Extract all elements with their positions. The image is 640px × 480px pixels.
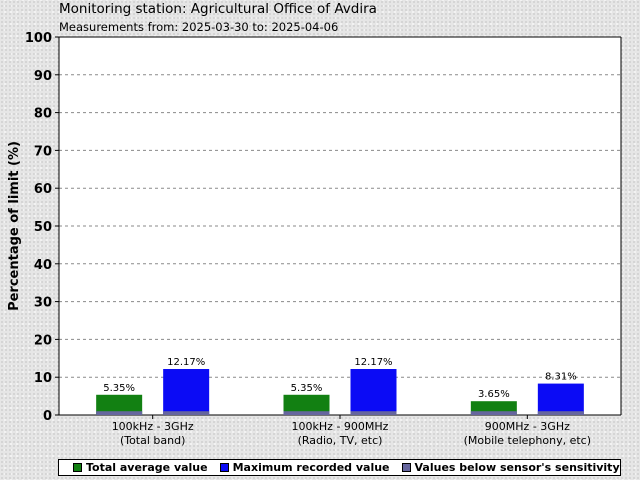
maximum-bar — [163, 368, 210, 415]
y-tick-label: 30 — [34, 296, 52, 311]
legend-swatch-below-sensitivity — [401, 463, 411, 472]
legend-label-average: Total average value — [86, 461, 208, 474]
legend-label-maximum: Maximum recorded value — [232, 461, 390, 474]
maximum-bar — [350, 368, 397, 415]
sensitivity-band — [96, 411, 143, 415]
sensitivity-band — [163, 411, 210, 415]
legend-item-below-sensitivity: Values below sensor's sensitivity — [401, 461, 620, 474]
y-axis-label: Percentage of limit (%) — [7, 141, 22, 311]
data-label: 5.35% — [291, 383, 323, 394]
y-tick-label: 50 — [34, 220, 52, 235]
legend-item-average: Total average value — [73, 461, 208, 474]
chart-subtitle: Measurements from: 2025-03-30 to: 2025-0… — [59, 20, 339, 34]
data-label: 12.17% — [354, 357, 392, 368]
sensitivity-band — [283, 411, 330, 415]
y-tick-label: 100 — [25, 31, 52, 46]
y-tick-label: 10 — [34, 371, 52, 386]
y-tick-label: 60 — [34, 182, 52, 197]
maximum-bar — [537, 383, 584, 415]
category-sublabel: (Radio, TV, etc) — [298, 434, 383, 447]
legend-swatch-maximum — [219, 463, 229, 472]
data-label: 12.17% — [167, 357, 205, 368]
category-sublabel: (Total band) — [120, 434, 185, 447]
legend-label-below-sensitivity: Values below sensor's sensitivity — [414, 461, 620, 474]
y-tick-label: 0 — [43, 409, 52, 424]
category-label: 900MHz - 3GHz — [485, 420, 570, 433]
sensitivity-band — [470, 411, 517, 415]
legend: Total average value Maximum recorded val… — [58, 459, 621, 476]
category-sublabel: (Mobile telephony, etc) — [464, 434, 591, 447]
data-label: 8.31% — [545, 372, 577, 383]
y-tick-label: 70 — [34, 144, 52, 159]
y-tick-label: 80 — [34, 107, 52, 122]
y-tick-label: 20 — [34, 333, 52, 348]
y-tick-label: 90 — [34, 69, 52, 84]
legend-swatch-average — [73, 463, 82, 472]
y-tick-label: 40 — [34, 258, 52, 273]
sensitivity-band — [350, 411, 397, 415]
category-label: 100kHz - 900MHz — [292, 420, 389, 433]
chart-title: Monitoring station: Agricultural Office … — [59, 1, 377, 17]
category-label: 100kHz - 3GHz — [112, 420, 194, 433]
average-bar — [96, 394, 143, 415]
data-label: 3.65% — [478, 389, 510, 400]
sensitivity-band — [537, 411, 584, 415]
legend-item-maximum: Maximum recorded value — [219, 461, 390, 474]
data-label: 5.35% — [103, 383, 135, 394]
average-bar — [283, 394, 330, 415]
